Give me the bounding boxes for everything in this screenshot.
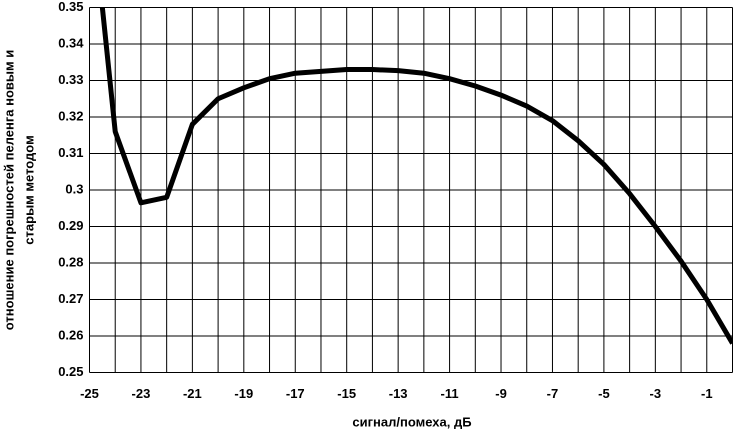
y-tick-label: 0.29 xyxy=(58,218,83,233)
x-tick-label: -5 xyxy=(598,386,610,401)
y-tick-label: 0.26 xyxy=(58,327,83,342)
y-tick-label: 0.35 xyxy=(58,0,83,14)
x-tick-label: -9 xyxy=(495,386,507,401)
y-tick-label: 0.25 xyxy=(58,364,83,379)
y-tick-label: 0.3 xyxy=(65,181,83,196)
y-tick-label: 0.28 xyxy=(58,254,83,269)
x-tick-label: -25 xyxy=(80,386,99,401)
x-tick-label: -11 xyxy=(441,386,459,401)
x-tick-label: -19 xyxy=(234,386,253,401)
x-tick-label: -23 xyxy=(132,386,151,401)
y-tick-label: 0.31 xyxy=(58,145,83,160)
x-tick-label: -13 xyxy=(389,386,408,401)
y-tick-label: 0.34 xyxy=(58,35,84,50)
data-line xyxy=(99,7,733,345)
y-tick-label: 0.27 xyxy=(58,291,83,306)
x-tick-label: -21 xyxy=(183,386,202,401)
x-axis-label: сигнал/помеха, дБ xyxy=(352,414,471,429)
x-tick-label: -3 xyxy=(650,386,662,401)
x-tick-label: -7 xyxy=(547,386,559,401)
y-axis-label: отношение погрешностей пеленга новым и xyxy=(1,50,16,330)
x-tick-label: -1 xyxy=(701,386,713,401)
x-tick-label: -17 xyxy=(286,386,305,401)
y-tick-label: 0.33 xyxy=(58,72,83,87)
y-axis-label: старым методом xyxy=(21,135,36,244)
y-tick-label: 0.32 xyxy=(58,108,83,123)
x-tick-label: -15 xyxy=(337,386,356,401)
